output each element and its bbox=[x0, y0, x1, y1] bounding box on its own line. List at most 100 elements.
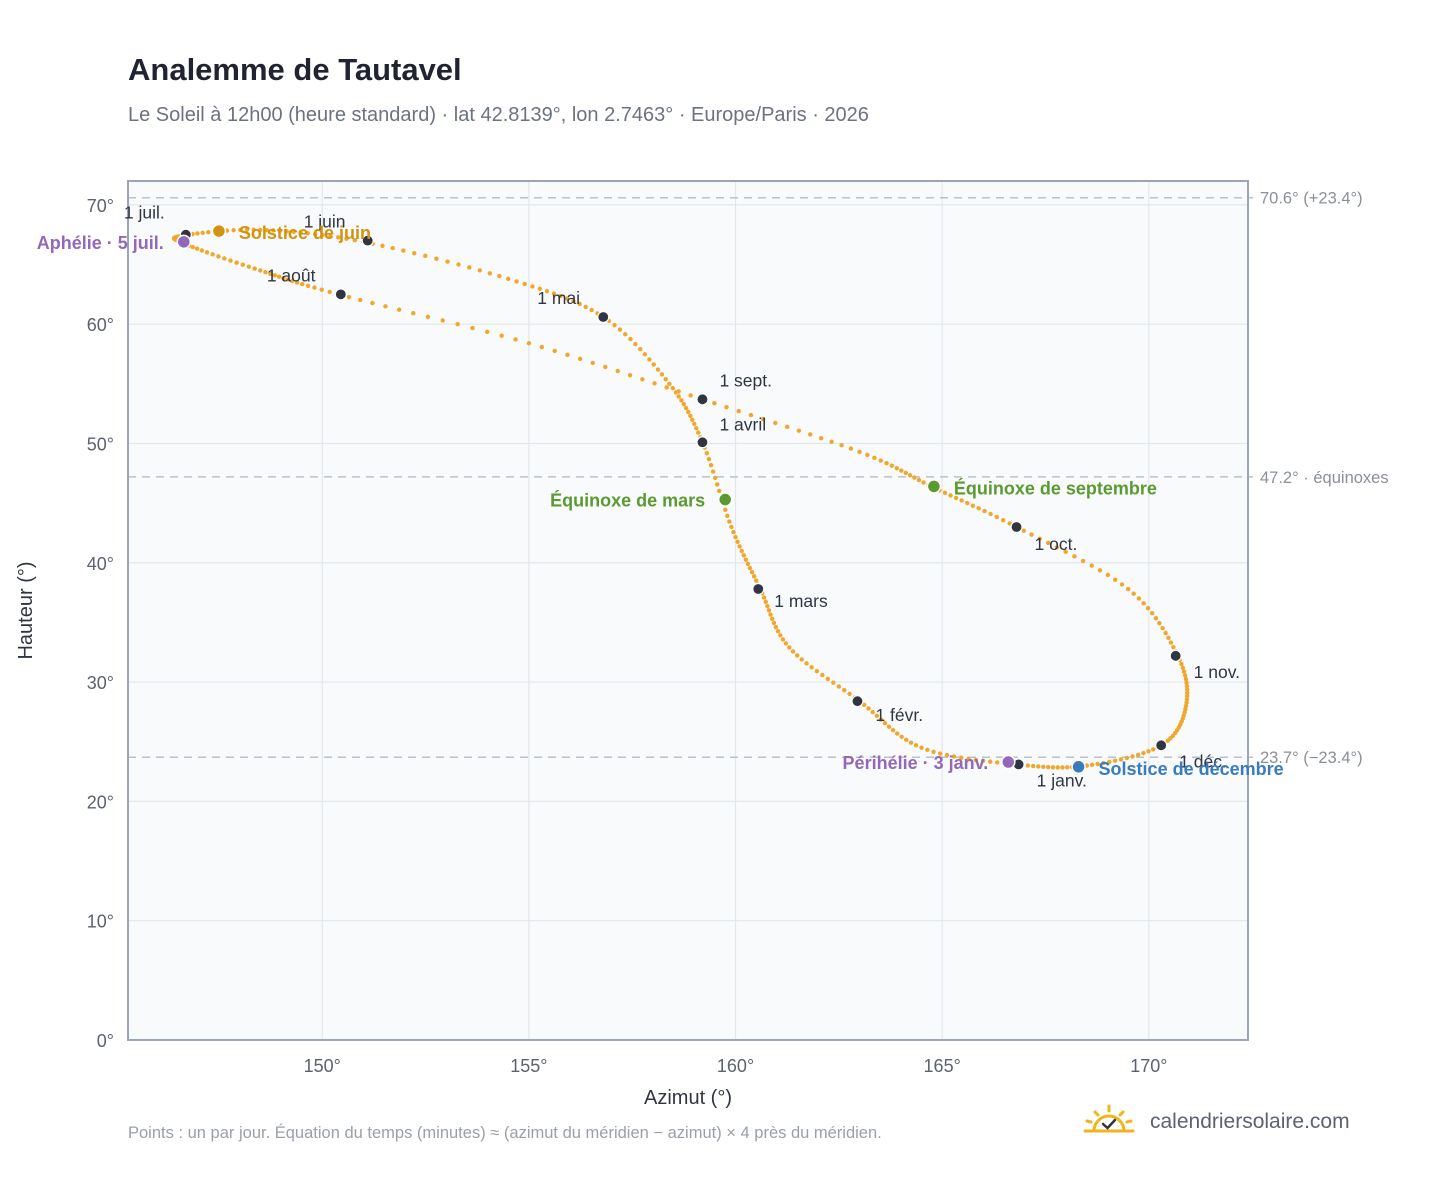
daily-point bbox=[773, 624, 779, 630]
daily-point bbox=[727, 519, 732, 524]
daily-point bbox=[743, 557, 749, 562]
daily-point bbox=[659, 372, 665, 377]
daily-point bbox=[638, 346, 643, 352]
daily-point bbox=[455, 322, 460, 327]
daily-point bbox=[1045, 540, 1051, 546]
month-marker bbox=[334, 288, 347, 301]
daily-point bbox=[736, 408, 741, 414]
daily-point bbox=[647, 357, 652, 362]
daily-point bbox=[735, 539, 740, 545]
daily-point bbox=[683, 405, 689, 411]
daily-point bbox=[818, 435, 824, 441]
daily-point bbox=[344, 236, 349, 241]
daily-point bbox=[467, 265, 472, 270]
month-marker bbox=[1010, 520, 1023, 534]
daily-point bbox=[836, 684, 842, 689]
event-marker bbox=[717, 492, 733, 507]
daily-point bbox=[216, 254, 221, 259]
daily-point bbox=[300, 281, 305, 287]
daily-point bbox=[708, 463, 714, 468]
daily-point bbox=[831, 680, 836, 685]
daily-point bbox=[1141, 750, 1146, 756]
daily-point bbox=[627, 372, 633, 378]
daily-point bbox=[238, 227, 243, 233]
daily-point bbox=[866, 706, 871, 711]
daily-point bbox=[271, 228, 276, 233]
daily-point bbox=[1168, 640, 1174, 645]
daily-point bbox=[937, 751, 943, 756]
daily-point bbox=[761, 595, 767, 600]
daily-point bbox=[623, 332, 628, 337]
daily-point bbox=[771, 620, 777, 626]
daily-point bbox=[1184, 680, 1189, 685]
daily-point bbox=[944, 752, 950, 758]
daily-point bbox=[1157, 620, 1162, 626]
daily-point bbox=[551, 291, 557, 296]
daily-point bbox=[925, 747, 930, 753]
daily-point bbox=[240, 262, 245, 267]
x-tick-label: 150° bbox=[304, 1056, 341, 1076]
daily-point bbox=[1184, 687, 1190, 692]
daily-point bbox=[425, 314, 431, 319]
y-tick-label: 40° bbox=[87, 554, 114, 574]
event-label: Équinoxe de septembre bbox=[954, 477, 1157, 498]
daily-point bbox=[1029, 532, 1034, 537]
brand-name[interactable]: calendriersolaire.com bbox=[1150, 1109, 1350, 1133]
event-label: Solstice de juin bbox=[239, 223, 371, 243]
daily-point bbox=[1007, 521, 1012, 526]
daily-point bbox=[477, 268, 482, 273]
daily-point bbox=[305, 283, 311, 288]
daily-point bbox=[899, 734, 904, 739]
daily-point bbox=[1181, 669, 1187, 674]
daily-point bbox=[268, 271, 273, 276]
daily-point bbox=[1185, 690, 1190, 696]
daily-point bbox=[445, 259, 450, 264]
daily-point bbox=[1130, 754, 1135, 759]
daily-point bbox=[651, 362, 656, 367]
daily-point bbox=[1050, 765, 1056, 770]
daily-point bbox=[577, 356, 583, 362]
month-marker bbox=[851, 695, 864, 708]
daily-point bbox=[1165, 738, 1170, 743]
daily-point bbox=[884, 460, 889, 466]
daily-point bbox=[328, 233, 333, 239]
daily-point bbox=[1089, 563, 1094, 568]
daily-point bbox=[903, 470, 908, 476]
daily-point bbox=[1182, 673, 1188, 678]
daily-point bbox=[770, 616, 775, 621]
daily-point bbox=[908, 740, 914, 745]
daily-point bbox=[312, 285, 317, 290]
daily-point bbox=[383, 304, 388, 309]
x-tick-label: 170° bbox=[1130, 1056, 1167, 1076]
daily-point bbox=[1184, 683, 1190, 689]
daily-point bbox=[1060, 765, 1065, 770]
y-axis-label: Hauteur (°) bbox=[15, 561, 37, 659]
daily-point bbox=[234, 260, 239, 265]
month-label: 1 oct. bbox=[1035, 534, 1078, 554]
month-label: 1 févr. bbox=[875, 705, 923, 725]
daily-point bbox=[725, 513, 730, 519]
daily-point bbox=[839, 443, 844, 448]
daily-point bbox=[916, 477, 922, 483]
brand[interactable]: calendriersolaire.com bbox=[1082, 1104, 1350, 1139]
daily-point bbox=[790, 649, 796, 654]
daily-point bbox=[890, 728, 896, 733]
daily-point bbox=[1021, 528, 1026, 533]
daily-point bbox=[712, 475, 718, 481]
daily-point bbox=[1107, 759, 1112, 765]
daily-point bbox=[1135, 752, 1141, 758]
daily-point bbox=[1166, 635, 1171, 641]
daily-point bbox=[913, 743, 919, 748]
event-marker bbox=[211, 223, 227, 239]
daily-point bbox=[970, 503, 976, 508]
daily-point bbox=[294, 280, 300, 285]
daily-point bbox=[1153, 616, 1159, 621]
daily-point bbox=[773, 420, 778, 426]
daily-point bbox=[1183, 676, 1189, 682]
daily-point bbox=[485, 329, 490, 335]
plot-area bbox=[128, 181, 1248, 1040]
daily-point bbox=[808, 432, 813, 437]
daily-point bbox=[258, 227, 263, 233]
daily-point bbox=[907, 473, 913, 478]
